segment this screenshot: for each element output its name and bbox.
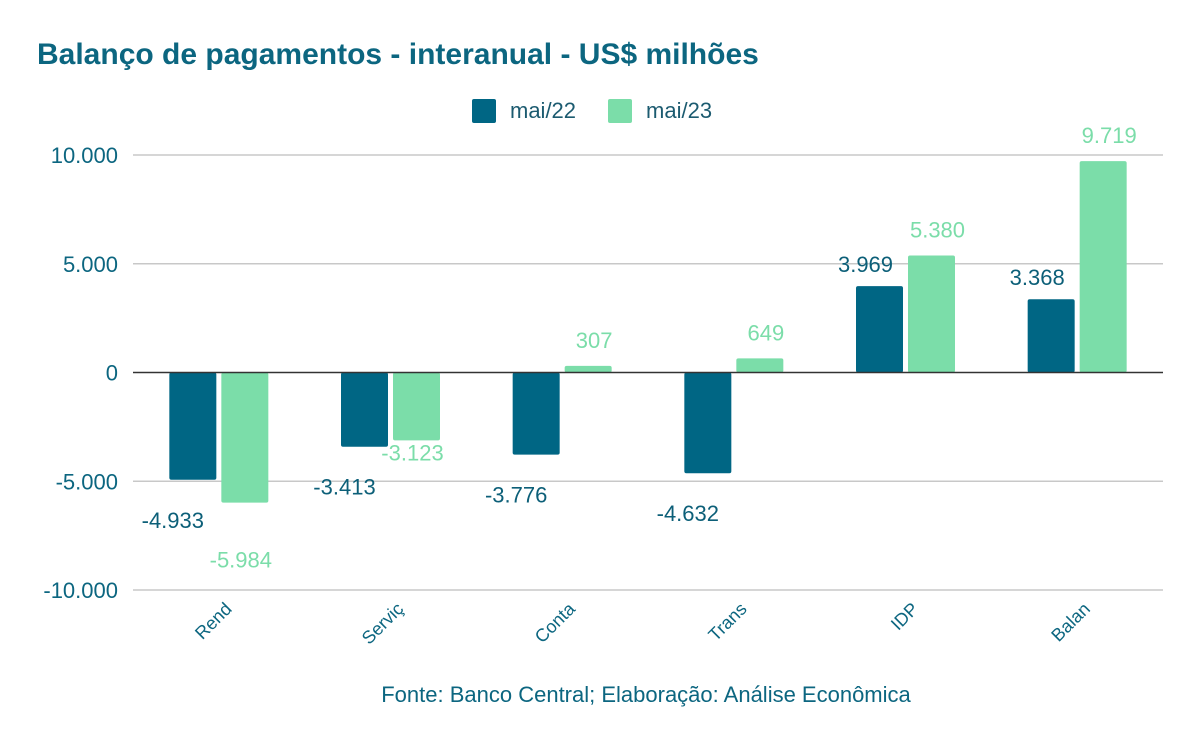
- y-tick-label: 0: [106, 361, 118, 386]
- x-tick-label: Serviç: [358, 599, 408, 649]
- data-label: -4.632: [657, 501, 719, 526]
- legend-label-mai22: mai/22: [510, 98, 577, 123]
- y-tick-label: 10.000: [51, 143, 118, 168]
- x-tick-label: Conta: [531, 598, 580, 647]
- legend-item-mai22: mai/22: [472, 98, 576, 124]
- x-tick-label: Rend: [191, 599, 236, 644]
- bar-mai/22: [169, 372, 217, 480]
- bar-mai/23: [221, 372, 269, 503]
- bar-mai/23: [736, 358, 784, 373]
- bar-mai/23: [908, 255, 955, 373]
- y-tick-label: -10.000: [43, 578, 118, 603]
- data-label: 3.368: [1010, 265, 1065, 290]
- bar-mai/23: [1079, 161, 1127, 373]
- legend-item-mai23: mai/23: [608, 98, 712, 124]
- data-label: 307: [576, 328, 613, 353]
- x-tick-label: Balan: [1047, 599, 1094, 646]
- source-note: Fonte: Banco Central; Elaboração: Anális…: [381, 682, 911, 707]
- data-label: -3.413: [313, 475, 375, 500]
- data-label: -4.933: [142, 508, 204, 533]
- bar-mai/23: [564, 365, 612, 373]
- y-tick-label: -5.000: [56, 469, 118, 494]
- x-tick-label: Trans: [704, 599, 750, 645]
- bar-mai/22: [856, 286, 903, 373]
- data-label: 649: [747, 320, 784, 345]
- bar-mai/22: [512, 372, 560, 455]
- bar-mai/23: [393, 372, 440, 441]
- data-label: -5.984: [210, 548, 272, 573]
- legend-swatch-mai23: [608, 99, 633, 123]
- data-label: 5.380: [910, 217, 965, 242]
- legend: mai/22 mai/23: [472, 97, 744, 125]
- data-label: -3.776: [485, 483, 547, 508]
- data-label: 9.719: [1082, 123, 1137, 148]
- data-label: -3.123: [381, 440, 443, 465]
- data-label: 3.969: [838, 252, 893, 277]
- legend-label-mai23: mai/23: [646, 98, 713, 123]
- x-tick-label: IDP: [887, 599, 922, 634]
- y-tick-label: 5.000: [63, 252, 118, 277]
- chart-title: Balanço de pagamentos - interanual - US$…: [37, 38, 759, 71]
- bar-mai/22: [684, 372, 732, 474]
- bar-mai/22: [341, 372, 388, 447]
- bar-mai/22: [1027, 299, 1075, 373]
- legend-swatch-mai22: [472, 99, 496, 123]
